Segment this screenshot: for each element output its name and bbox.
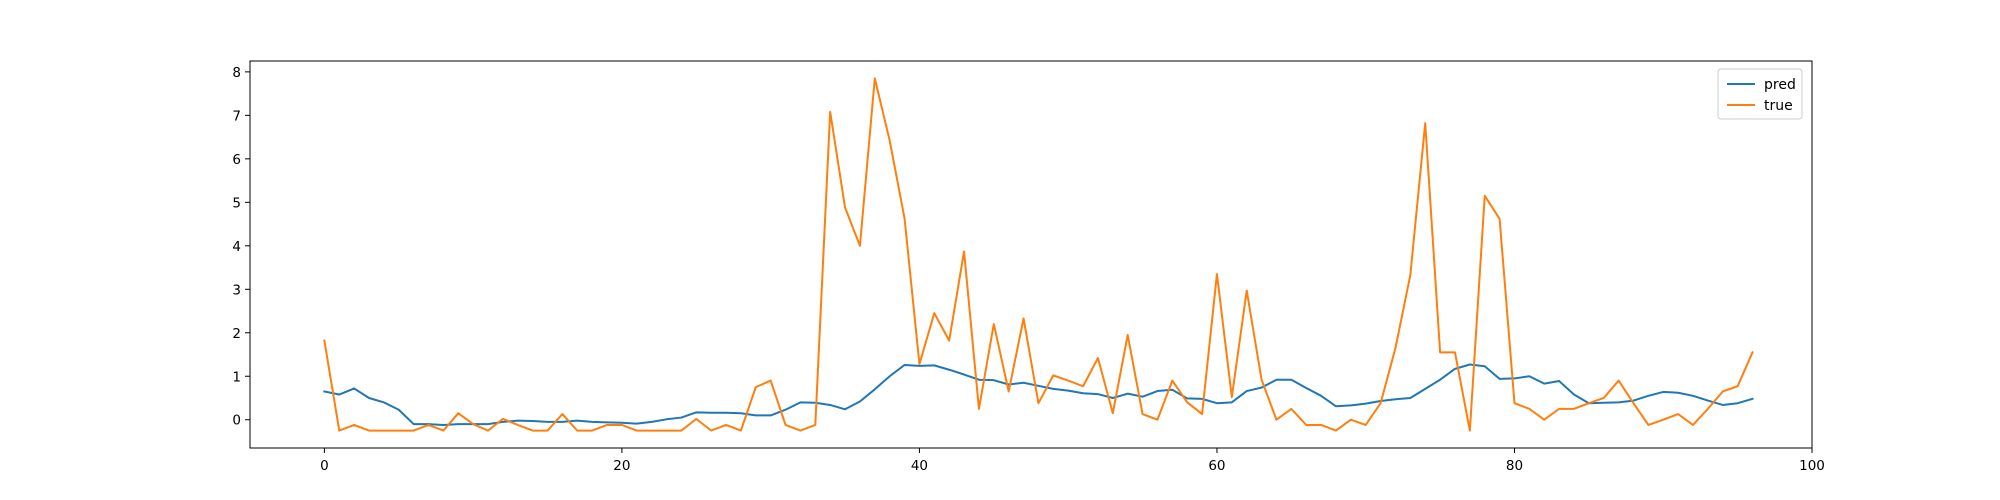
y-tick-label: 3 bbox=[232, 282, 241, 298]
y-tick-label: 5 bbox=[232, 195, 241, 211]
x-tick-label: 20 bbox=[613, 458, 630, 474]
y-tick-label: 2 bbox=[232, 326, 241, 342]
series-line-pred bbox=[323, 363, 1754, 426]
x-tick-label: 100 bbox=[1799, 458, 1825, 474]
legend-label-true: true bbox=[1764, 98, 1793, 114]
y-tick-label: 6 bbox=[232, 152, 241, 168]
axes-frame bbox=[249, 60, 1813, 449]
x-tick-label: 40 bbox=[911, 458, 928, 474]
x-tick-label: 60 bbox=[1208, 458, 1225, 474]
y-tick-label: 4 bbox=[232, 239, 241, 255]
legend: pred true bbox=[1717, 68, 1803, 120]
plot-area bbox=[250, 61, 1812, 448]
y-tick-label: 7 bbox=[232, 108, 241, 124]
y-tick-label: 8 bbox=[232, 65, 241, 81]
series-line-true bbox=[323, 77, 1754, 432]
legend-box bbox=[1717, 68, 1803, 120]
y-tick-label: 0 bbox=[232, 413, 241, 429]
series-layer bbox=[323, 77, 1754, 432]
plot-background bbox=[250, 61, 1812, 448]
x-tick-label: 0 bbox=[320, 458, 329, 474]
axes: 0 20 40 60 80 100 0 1 2 3 4 5 6 7 8 bbox=[232, 60, 1825, 474]
x-tick-label: 80 bbox=[1506, 458, 1523, 474]
legend-label-pred: pred bbox=[1764, 77, 1796, 93]
y-tick-label: 1 bbox=[232, 369, 241, 385]
